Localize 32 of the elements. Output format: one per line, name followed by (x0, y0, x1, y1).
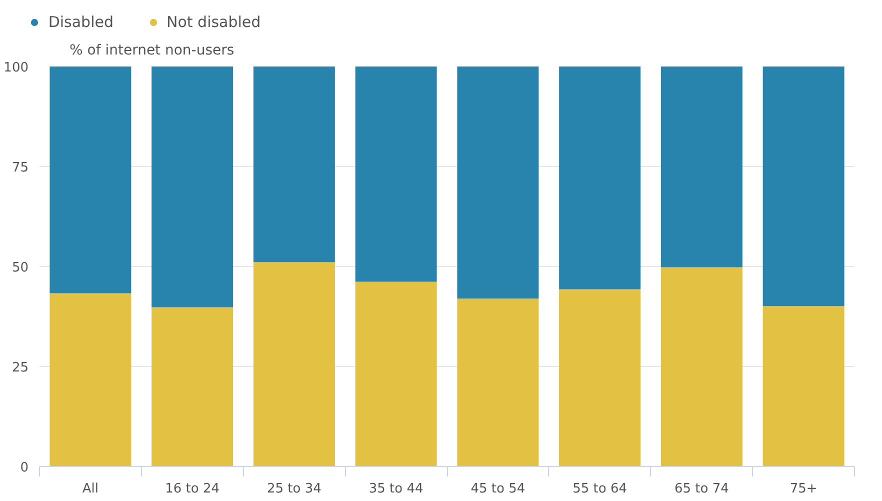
bar (660, 267, 742, 466)
bar (253, 262, 335, 466)
bar (152, 307, 234, 466)
y-tick-label: 0 (20, 460, 29, 476)
bar (559, 66, 641, 290)
bar (152, 66, 234, 308)
x-tick-label: 75+ (790, 482, 818, 496)
bar (355, 282, 437, 466)
bar (559, 289, 641, 466)
y-axis-title: % of internet non-users (70, 42, 234, 58)
x-tick-label: 65 to 74 (674, 482, 729, 496)
x-tick-label: 55 to 64 (572, 482, 628, 496)
y-tick-label: 25 (12, 360, 29, 376)
x-tick-label: 45 to 54 (470, 482, 526, 496)
x-tick-label: 35 to 44 (368, 482, 424, 496)
bar (457, 298, 539, 466)
bar (762, 306, 844, 466)
bar (762, 66, 844, 306)
bar (253, 66, 335, 262)
bar (660, 66, 742, 268)
bar (50, 66, 132, 294)
y-tick-label: 50 (12, 260, 29, 276)
bar (50, 293, 132, 466)
legend-label: Not disabled (166, 13, 261, 31)
x-tick-label: All (82, 482, 99, 496)
bar (457, 66, 539, 298)
legend-label: Disabled (48, 13, 114, 31)
bar (355, 66, 437, 282)
y-tick-label: 100 (4, 60, 29, 76)
x-tick-label: 25 to 34 (266, 482, 322, 496)
y-tick-label: 75 (12, 160, 29, 176)
x-tick-label: 16 to 24 (165, 482, 220, 496)
